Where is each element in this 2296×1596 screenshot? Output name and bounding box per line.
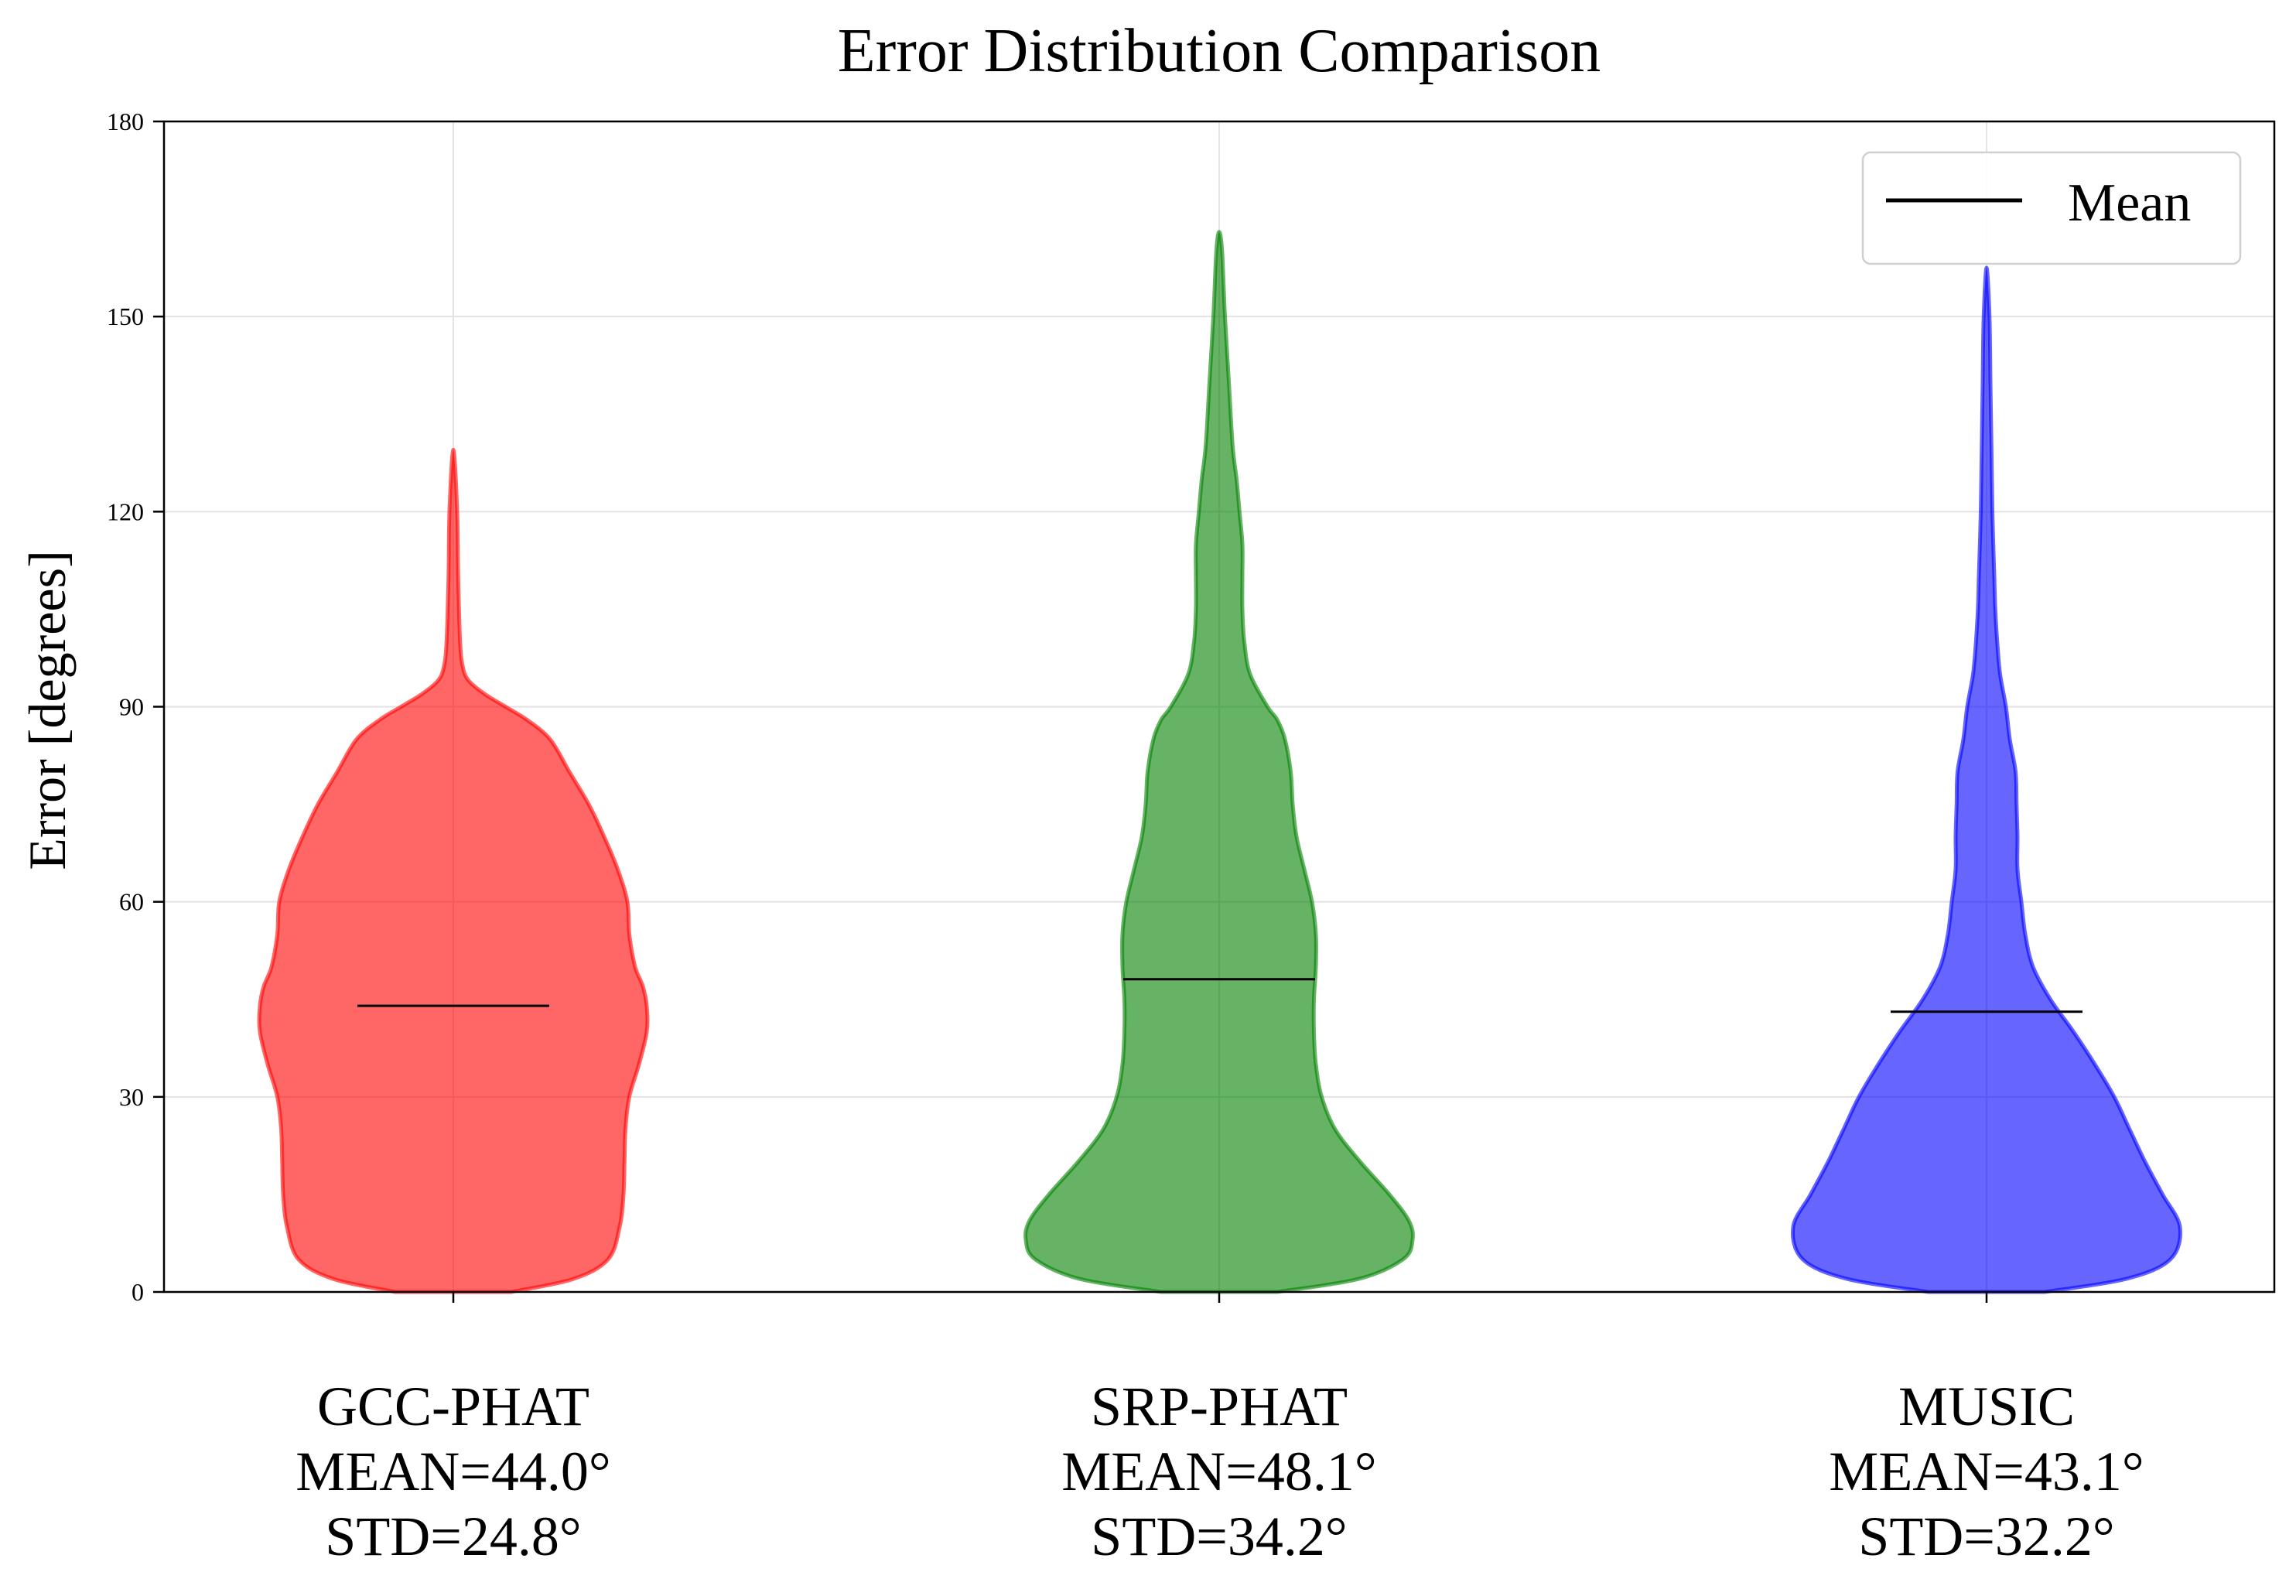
x-tick-label: MEAN=48.1°: [1061, 1441, 1376, 1502]
y-tick-label: 150: [107, 302, 144, 330]
violin-gcc-phat: [257, 448, 650, 1294]
legend-box: [1861, 151, 2242, 265]
y-tick-label: 0: [132, 1278, 144, 1306]
x-tick-label: STD=34.2°: [1091, 1505, 1347, 1567]
y-tick-label: 180: [107, 108, 144, 135]
x-tick-label: MEAN=44.0°: [296, 1441, 610, 1502]
y-tick-label: 90: [119, 693, 144, 721]
x-tick-label: MEAN=43.1°: [1829, 1441, 2144, 1502]
y-axis-label: Error [degrees]: [18, 550, 77, 870]
y-tick-label: 120: [107, 497, 144, 525]
x-tick-label: SRP-PHAT: [1091, 1376, 1348, 1437]
y-tick-label: 30: [119, 1083, 144, 1111]
chart-title: Error Distribution Comparison: [838, 17, 1601, 85]
legend-mean-label: Mean: [2068, 173, 2191, 233]
x-tick-label: MUSIC: [1898, 1376, 2075, 1437]
legend: Mean: [1861, 151, 2242, 265]
violins: [257, 230, 2182, 1294]
x-tick-label: STD=24.8°: [325, 1505, 581, 1567]
y-axis-ticks: 0 30 60 90 120 150 180: [107, 108, 164, 1306]
violin-srp-phat: [1023, 230, 1415, 1294]
y-tick-label: 60: [119, 888, 144, 916]
x-tick-label: GCC-PHAT: [317, 1376, 589, 1437]
x-tick-label: STD=32.2°: [1858, 1505, 2114, 1567]
violin-music: [1791, 265, 2182, 1294]
mean-lines: [357, 978, 2082, 1013]
x-axis-ticks: GCC-PHATMEAN=44.0°STD=24.8°SRP-PHATMEAN=…: [296, 1292, 2144, 1567]
